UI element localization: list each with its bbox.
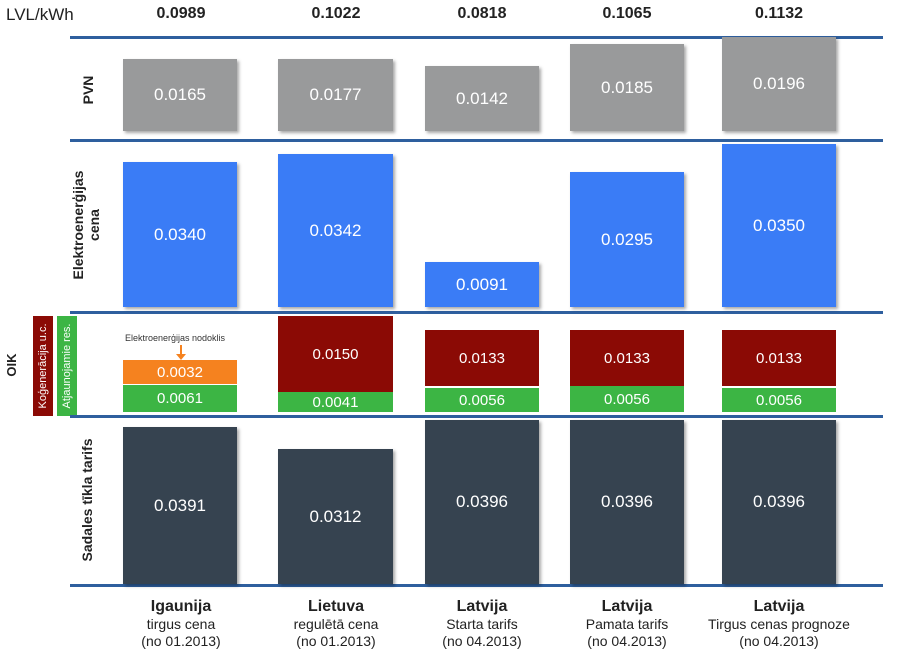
network-tariff-value-label-3: 0.0396 [601, 492, 653, 511]
category-name-0: Igaunija [150, 598, 212, 615]
renewable-value-label-4: 0.0056 [756, 391, 802, 409]
cogeneration-value-label-0: 0.0032 [157, 363, 203, 381]
renewable-bar-2: 0.0056 [425, 388, 539, 412]
cogeneration-value-label-2: 0.0133 [459, 349, 505, 367]
network-tariff-value-label-0: 0.0391 [154, 495, 206, 515]
row-separator-4 [70, 584, 883, 587]
row-label-pvn: PVN [80, 75, 96, 105]
pvn-bar-3: 0.0185 [570, 44, 684, 131]
category-line1-1: regulētā cena [293, 616, 379, 632]
unit-label: LVL/kWh [6, 5, 74, 24]
row-separator-0 [70, 36, 883, 39]
cogeneration-bar-2: 0.0133 [425, 330, 539, 386]
total-label-1: 0.1022 [311, 5, 361, 22]
pvn-value-label-1: 0.0177 [309, 85, 362, 104]
category-line2-3: (no 04.2013) [587, 633, 667, 649]
category-label-3: Latvija Pamata tarifs (no 04.2013) [547, 597, 707, 650]
category-line2-4: (no 04.2013) [739, 633, 819, 649]
renewable-value-label-1: 0.0041 [312, 393, 359, 411]
cogeneration-tab: Koģenerācija u.c. [33, 316, 53, 416]
network-tariff-value-label-2: 0.0396 [456, 492, 508, 511]
category-line2-0: (no 01.2013) [141, 633, 221, 649]
category-label-0: Igaunija tirgus cena (no 01.2013) [101, 597, 261, 650]
energy-price-value-label-1: 0.0342 [309, 220, 362, 240]
renewable-bar-0: 0.0061 [123, 385, 237, 412]
category-label-4: Latvija Tirgus cenas prognoze (no 04.2013) [699, 597, 859, 650]
row-separator-3 [70, 415, 883, 418]
total-label-3: 0.1065 [602, 5, 652, 22]
pvn-value-label-2: 0.0142 [456, 88, 508, 108]
category-label-1: Lietuva regulētā cena (no 01.2013) [256, 597, 416, 650]
cogeneration-tab-label: Koģenerācija u.c. [37, 323, 49, 409]
pvn-bar-2: 0.0142 [425, 66, 539, 131]
energy-price-bar-3: 0.0295 [570, 172, 684, 307]
category-name-3: Latvija [601, 598, 653, 615]
pvn-value-label-0: 0.0165 [154, 85, 206, 104]
network-tariff-value-label-1: 0.0312 [309, 506, 362, 526]
category-name-1: Lietuva [307, 598, 364, 615]
network-tariff-bar-1: 0.0312 [278, 449, 393, 584]
cogeneration-value-label-3: 0.0133 [604, 349, 650, 367]
row-label-oik: OIK [4, 353, 19, 377]
row-label-energy: Elektroenerģijas cena [70, 170, 102, 280]
energy-price-value-label-3: 0.0295 [601, 229, 653, 249]
category-line1-2: Starta tarifs [446, 616, 518, 632]
energy-price-bar-4: 0.0350 [722, 144, 836, 307]
cogeneration-bar-4: 0.0133 [722, 330, 836, 386]
cogeneration-bar-3: 0.0133 [570, 330, 684, 386]
category-line2-2: (no 04.2013) [442, 633, 522, 649]
cogeneration-value-label-1: 0.0150 [312, 345, 359, 363]
renewable-value-label-3: 0.0056 [604, 390, 650, 408]
pvn-value-label-3: 0.0185 [601, 77, 653, 97]
network-tariff-bar-0: 0.0391 [123, 427, 237, 584]
renewable-bar-4: 0.0056 [722, 388, 836, 412]
renewable-tab: Atjaunojamie res. [57, 316, 77, 416]
renewable-tab-label: Atjaunojamie res. [61, 323, 73, 409]
category-line2-1: (no 01.2013) [296, 633, 376, 649]
energy-price-value-label-0: 0.0340 [154, 224, 206, 244]
category-label-2: Latvija Starta tarifs (no 04.2013) [402, 597, 562, 650]
category-name-4: Latvija [753, 598, 805, 615]
pvn-bar-1: 0.0177 [278, 59, 393, 131]
annotation-arrow-icon [176, 354, 186, 360]
category-line1-3: Pamata tarifs [585, 616, 669, 632]
energy-price-value-label-2: 0.0091 [456, 274, 508, 294]
row-separator-2 [70, 311, 883, 314]
energy-price-bar-2: 0.0091 [425, 262, 539, 307]
network-tariff-value-label-4: 0.0396 [753, 492, 805, 511]
network-tariff-bar-4: 0.0396 [722, 420, 836, 584]
energy-price-bar-0: 0.0340 [123, 162, 237, 307]
energy-price-bar-1: 0.0342 [278, 154, 393, 307]
category-line1-4: Tirgus cenas prognoze [708, 616, 850, 632]
renewable-value-label-0: 0.0061 [157, 390, 203, 407]
category-name-2: Latvija [456, 598, 508, 615]
cogeneration-bar-0: 0.0032 [123, 360, 237, 384]
network-tariff-bar-3: 0.0396 [570, 420, 684, 584]
category-line1-0: tirgus cena [146, 616, 216, 632]
cogeneration-value-label-4: 0.0133 [756, 349, 802, 367]
energy-price-value-label-4: 0.0350 [753, 215, 805, 235]
row-separator-1 [70, 139, 883, 142]
renewable-bar-1: 0.0041 [278, 392, 393, 412]
total-label-2: 0.0818 [457, 5, 507, 22]
total-label-4: 0.1132 [754, 5, 804, 22]
renewable-value-label-2: 0.0056 [459, 391, 505, 409]
pvn-value-label-4: 0.0196 [753, 74, 805, 93]
pvn-bar-0: 0.0165 [123, 59, 237, 131]
electricity-tax-annotation: Elektroenerģijas nodoklis [125, 333, 226, 343]
row-label-network: Sadales tīkla tarifs [79, 438, 95, 562]
pvn-bar-4: 0.0196 [722, 37, 836, 131]
network-tariff-bar-2: 0.0396 [425, 420, 539, 584]
total-label-0: 0.0989 [156, 5, 206, 22]
renewable-bar-3: 0.0056 [570, 386, 684, 412]
cogeneration-bar-1: 0.0150 [278, 316, 393, 392]
